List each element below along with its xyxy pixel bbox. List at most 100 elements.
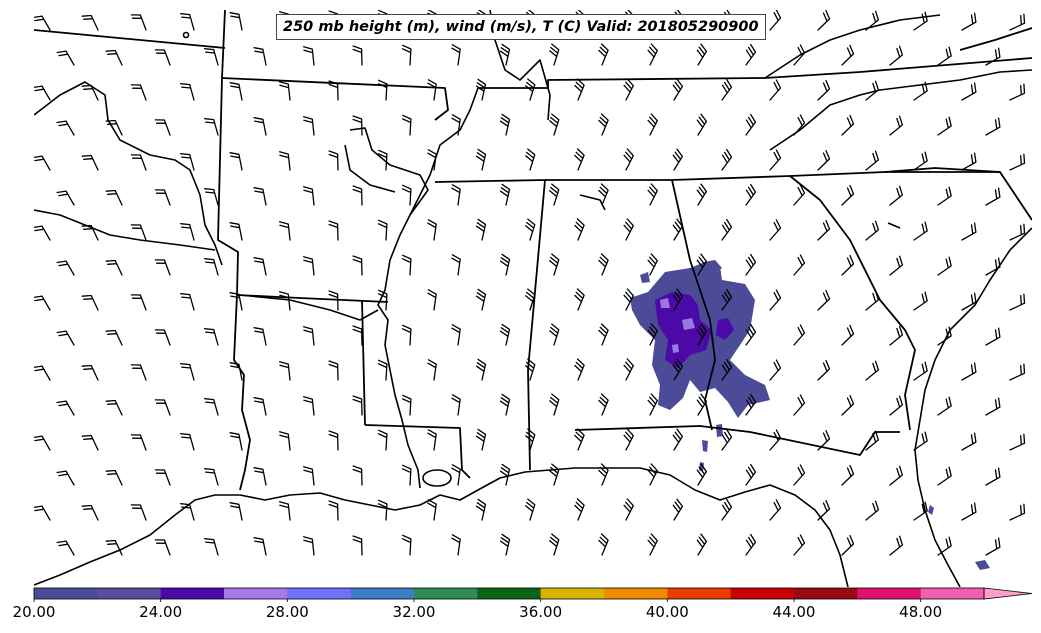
wind-barb xyxy=(81,294,99,311)
wind-barb xyxy=(253,257,267,276)
wind-barb xyxy=(401,254,412,276)
wind-barb xyxy=(745,183,757,206)
colorbar-segment xyxy=(794,588,858,599)
wind-barb xyxy=(913,431,928,451)
map-title: 250 mb height (m), wind (m/s), T (C) Val… xyxy=(276,14,766,40)
wind-barb xyxy=(229,502,243,521)
wind-barb xyxy=(769,289,782,311)
wind-barb xyxy=(1034,539,1041,555)
wind-barb xyxy=(696,393,708,416)
wind-barb xyxy=(401,534,412,556)
wind-barb xyxy=(130,84,147,101)
wind-barb xyxy=(475,148,487,171)
wind-barb xyxy=(377,289,388,311)
wind-barb xyxy=(889,465,904,486)
wind-barb xyxy=(961,362,977,381)
wind-barb xyxy=(278,431,291,451)
wind-barb xyxy=(1034,399,1041,415)
wind-barb xyxy=(647,393,658,416)
wind-barb xyxy=(451,44,461,66)
wind-barb xyxy=(913,11,928,31)
wind-barb xyxy=(427,219,437,241)
wind-barb xyxy=(913,81,928,101)
wind-barb xyxy=(56,190,75,206)
wind-barb xyxy=(81,154,99,171)
wind-barb xyxy=(841,534,855,556)
colorbar-segment xyxy=(350,588,415,599)
wind-barb xyxy=(889,255,904,276)
wind-barb xyxy=(253,327,267,346)
wind-barb xyxy=(328,150,339,171)
wind-barb xyxy=(180,433,195,451)
wind-barb xyxy=(229,82,243,101)
wind-barb xyxy=(451,254,461,276)
shading-patch xyxy=(655,292,712,368)
wind-barb xyxy=(745,43,757,66)
wind-barb xyxy=(105,399,123,416)
wind-barb xyxy=(81,84,99,101)
wind-barb xyxy=(377,149,388,171)
lake-shore xyxy=(769,69,1032,151)
wind-barb xyxy=(278,361,291,381)
wind-barb xyxy=(574,148,585,171)
wind-barb xyxy=(475,498,487,521)
wind-barb xyxy=(180,223,195,241)
wind-barb xyxy=(81,504,99,521)
wind-barb xyxy=(229,222,243,241)
wind-barb xyxy=(56,50,75,66)
wind-barb xyxy=(865,360,880,381)
wind-barb xyxy=(253,397,267,416)
wind-barb xyxy=(180,13,195,31)
wind-barb xyxy=(352,325,363,346)
colorbar-tick-label: 48.00 xyxy=(899,603,943,621)
wind-barb xyxy=(278,291,291,311)
wind-barb xyxy=(745,323,757,346)
wind-barb xyxy=(525,78,536,101)
wind-barb xyxy=(623,288,634,311)
wind-barb xyxy=(56,120,75,136)
wind-barb xyxy=(745,253,757,276)
wind-barb xyxy=(401,114,412,136)
wind-barb xyxy=(913,221,928,241)
wind-barb xyxy=(647,463,658,486)
wind-barb xyxy=(451,394,461,416)
wind-barb xyxy=(647,183,658,206)
wind-barb xyxy=(598,43,609,66)
wind-barb xyxy=(598,113,609,136)
colorbar-segment xyxy=(540,588,605,599)
wind-barb xyxy=(377,79,388,101)
colorbar-segment xyxy=(920,588,985,599)
wind-barb xyxy=(913,291,928,311)
wind-barb xyxy=(549,253,560,276)
wind-barb xyxy=(34,85,51,101)
wind-barb xyxy=(721,218,733,241)
wind-barb xyxy=(549,323,560,346)
wind-barb xyxy=(204,188,219,206)
wind-barb xyxy=(475,428,487,451)
wind-barb xyxy=(985,327,1001,346)
wind-barb xyxy=(377,359,388,381)
wind-barb xyxy=(81,434,99,451)
wind-barb xyxy=(451,534,461,556)
wind-barb xyxy=(574,428,585,451)
wind-barb xyxy=(328,360,339,381)
wind-barb xyxy=(841,254,855,276)
wind-barb xyxy=(105,329,123,346)
wind-barb xyxy=(81,14,99,31)
wind-barb xyxy=(81,224,99,241)
wind-barb xyxy=(672,428,684,451)
wind-barb xyxy=(56,330,75,346)
wind-barb xyxy=(34,295,51,311)
wind-barb xyxy=(229,432,243,451)
wind-barb xyxy=(793,254,806,276)
wind-barb xyxy=(598,323,609,346)
wind-barb xyxy=(352,45,363,66)
shading-patch xyxy=(928,505,934,515)
river xyxy=(34,209,216,251)
border-line xyxy=(221,10,226,79)
wind-barb xyxy=(328,290,339,311)
wind-barb xyxy=(253,467,267,486)
wind-barb xyxy=(81,364,99,381)
wind-barb xyxy=(961,222,977,241)
wind-barb xyxy=(841,324,855,346)
